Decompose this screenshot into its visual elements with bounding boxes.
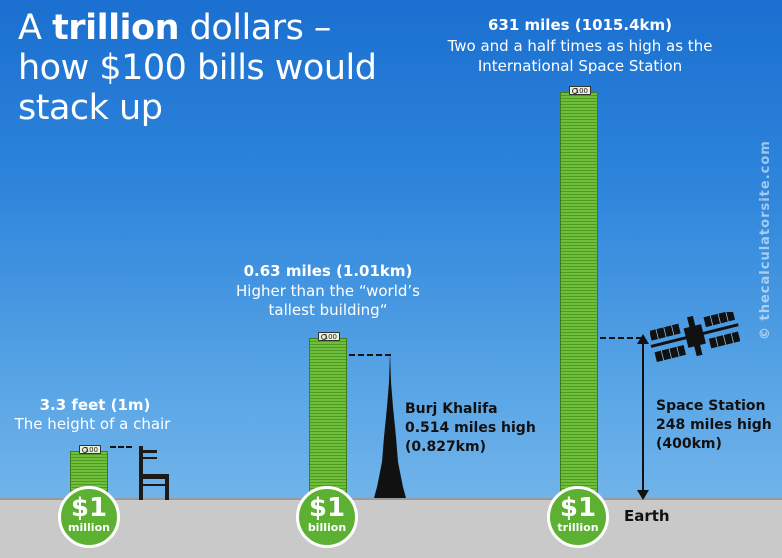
- dollar-bill-icon: 100: [79, 445, 101, 454]
- stack2-comparison: Higher than the “world’s tallest buildin…: [236, 282, 420, 319]
- coin-million: $1 million: [58, 486, 120, 548]
- coin-billion: $1 billion: [296, 486, 358, 548]
- burj-height: 0.514 miles high: [405, 420, 536, 436]
- coin-unit: billion: [307, 521, 347, 534]
- station-label: Space Station 248 miles high (400km): [656, 397, 772, 454]
- coin-unit: million: [68, 521, 110, 534]
- dollar-bill-icon: 100: [318, 332, 340, 341]
- coin-unit: trillion: [557, 521, 599, 534]
- dollar-bill-icon: 100: [569, 86, 591, 95]
- coin-amount: $1: [559, 493, 597, 523]
- stack1-comparison: The height of a chair: [14, 415, 171, 433]
- stack3-dash: [600, 337, 642, 339]
- station-height-arrow: [637, 334, 649, 500]
- stack2-height-label: 0.63 miles (1.01km): [243, 262, 413, 280]
- stack3-comparison: Two and a half times as high as the Inte…: [447, 37, 713, 75]
- stack3-height-label: 631 miles (1015.4km): [488, 16, 672, 34]
- watermark: © thecalculatorsite.com: [758, 140, 773, 340]
- stack1-height-label: 3.3 feet (1m): [39, 396, 151, 414]
- burj-label: Burj Khalifa 0.514 miles high (0.827km): [405, 400, 536, 457]
- stack-2: 100: [309, 332, 347, 501]
- burj-metric: (0.827km): [405, 439, 486, 455]
- burj-name: Burj Khalifa: [405, 401, 498, 417]
- stack-3: 100: [560, 86, 598, 501]
- page-title: A trillion dollars – how $100 bills woul…: [18, 8, 377, 128]
- chair-icon: [139, 446, 169, 500]
- coin-amount: $1: [308, 493, 346, 523]
- station-height: 248 miles high: [656, 417, 772, 433]
- coin-amount: $1: [70, 493, 108, 523]
- stack1-dash: [110, 446, 132, 448]
- burj-khalifa-icon: [374, 352, 406, 498]
- stack2-dash: [349, 354, 391, 356]
- station-metric: (400km): [656, 436, 722, 452]
- station-name: Space Station: [656, 398, 766, 414]
- earth-label: Earth: [624, 507, 670, 525]
- title-bold: trillion: [52, 8, 180, 48]
- ground: [0, 498, 782, 558]
- space-station-icon: [650, 312, 740, 362]
- coin-trillion: $1 trillion: [547, 486, 609, 548]
